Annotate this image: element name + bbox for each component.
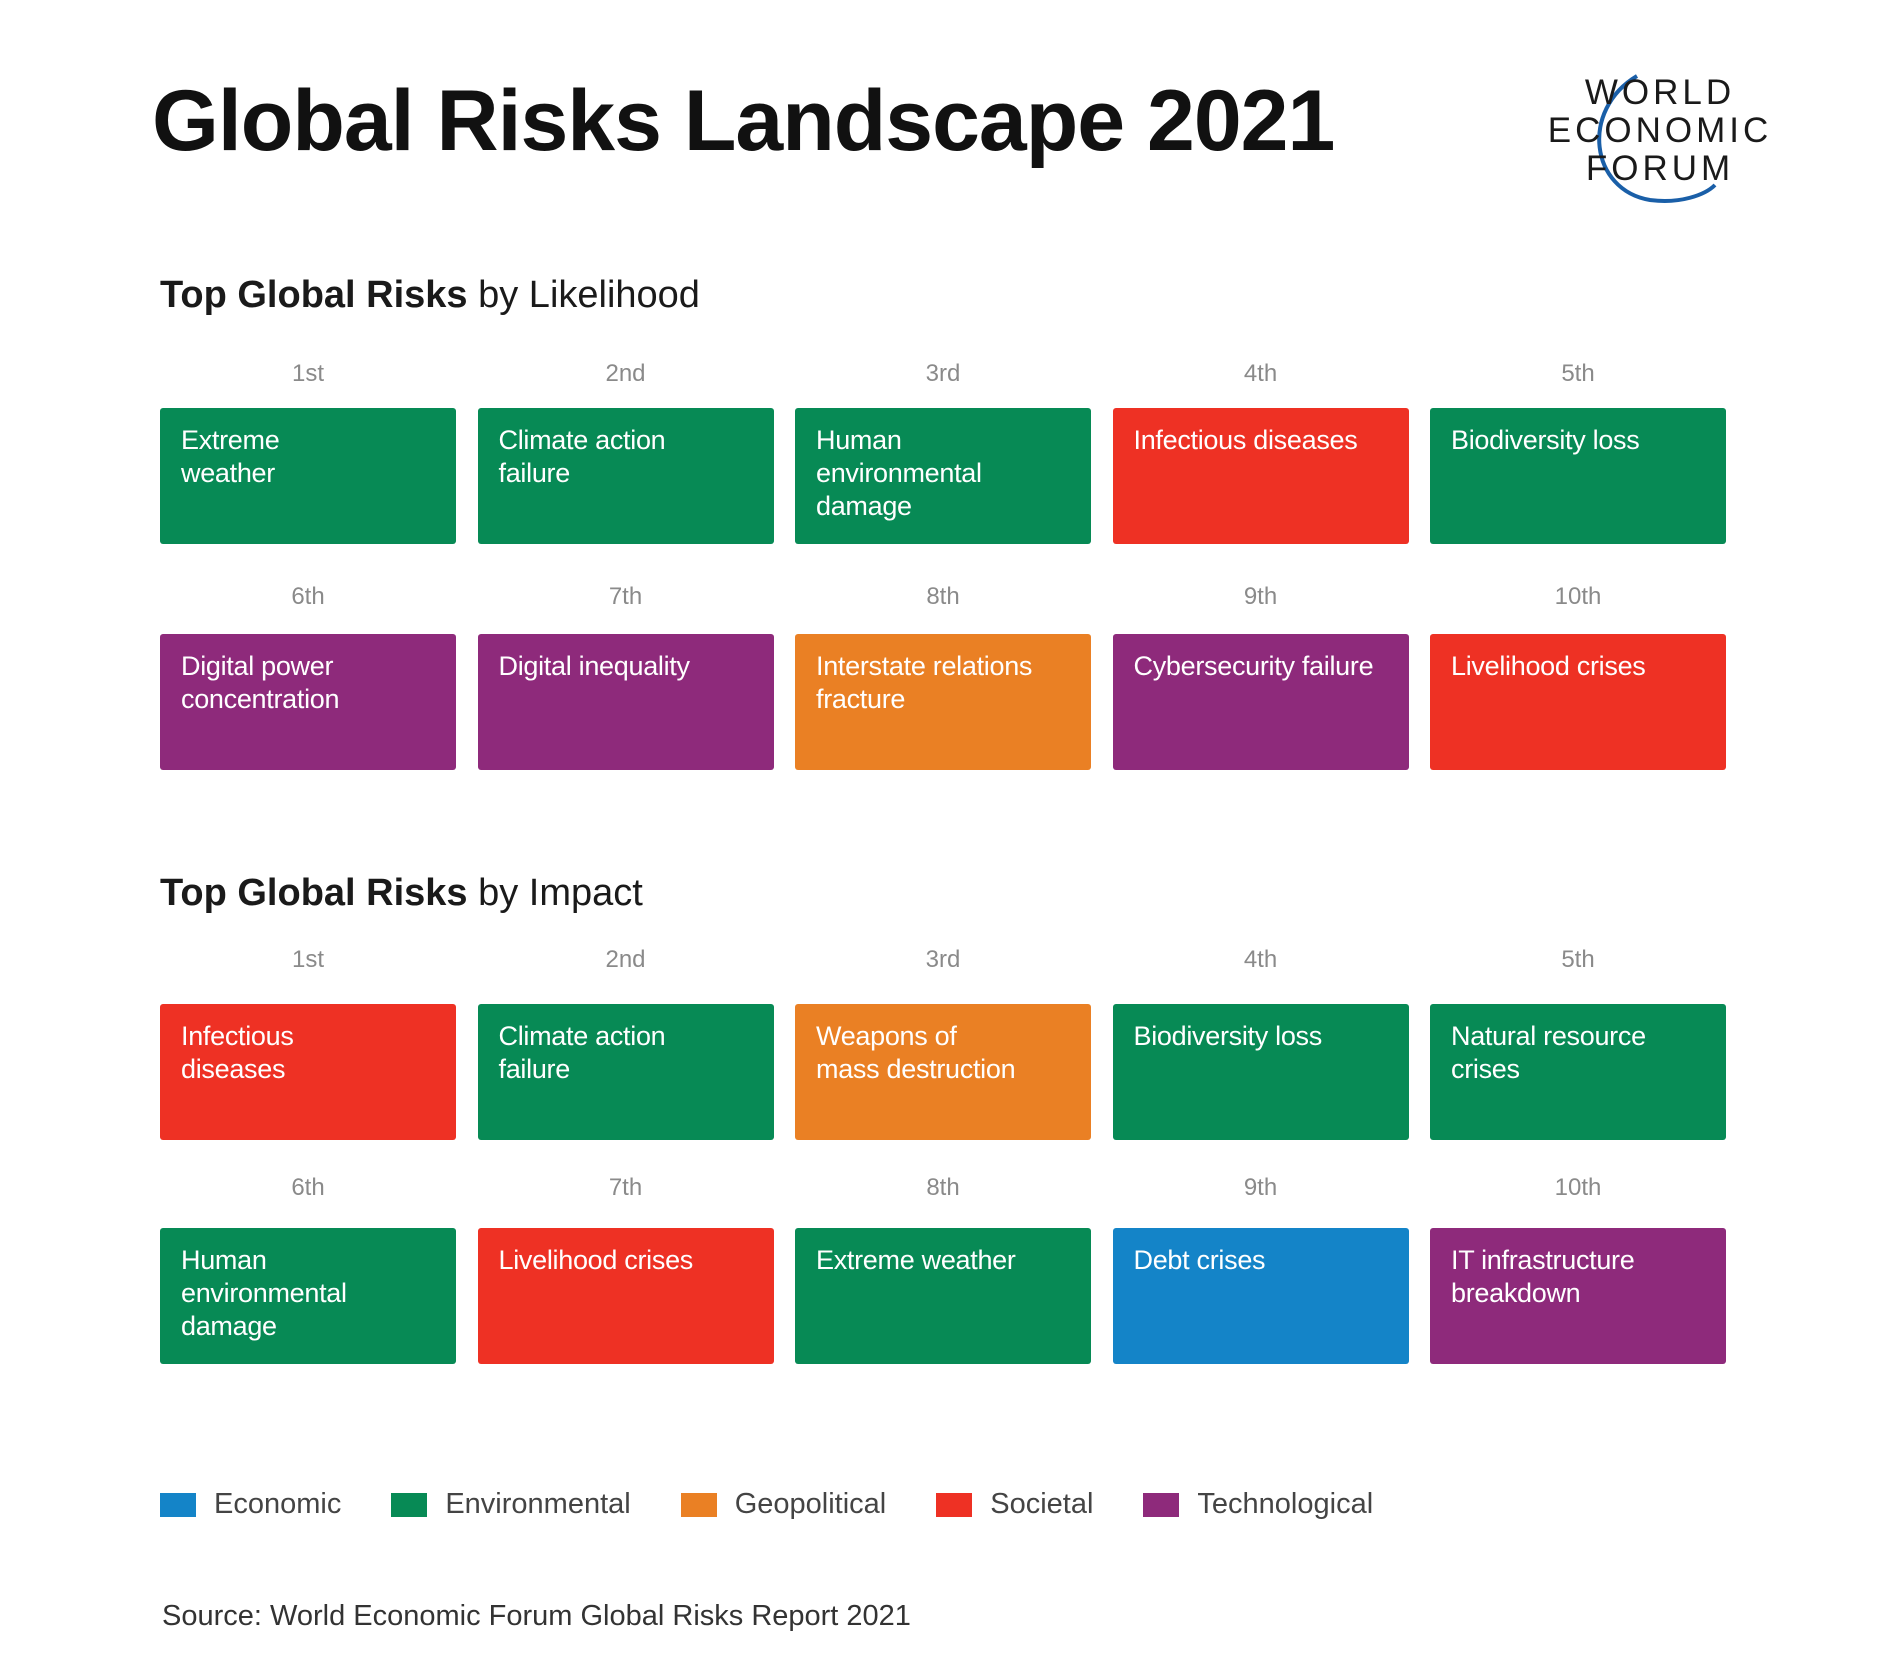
rank-label: 2nd <box>605 946 646 973</box>
legend-swatch <box>936 1492 973 1517</box>
legend-item: Societal <box>936 1488 1093 1521</box>
wef-logo: WORLD ECONOMIC FORUM <box>1540 70 1780 210</box>
risk-tile: Extreme weather <box>160 408 456 544</box>
rank-label: 4th <box>1243 360 1278 387</box>
risk-label: Digital power concentration <box>181 651 340 714</box>
legend-label: Technological <box>1197 1488 1374 1520</box>
risk-label: Human environmental damage <box>816 425 982 521</box>
risk-tile: Natural resource crises <box>1430 1004 1726 1140</box>
rank-label: 5th <box>1561 360 1595 387</box>
legend-swatch <box>1143 1492 1180 1517</box>
logo-line: FORUM <box>1585 149 1735 188</box>
legend-swatch <box>160 1492 196 1517</box>
rank-label: 1st <box>291 360 324 387</box>
risk-tile: Digital inequality <box>477 634 774 770</box>
risk-label: Livelihood crises <box>498 1245 694 1275</box>
risk-tile: Human environmental damage <box>795 408 1091 544</box>
likelihood-heading-rest: by Likelihood <box>467 274 700 316</box>
risk-tile: Debt crises <box>1112 1228 1409 1364</box>
risk-tile: Livelihood crises <box>1430 634 1726 770</box>
legend-item: Economic <box>160 1488 341 1521</box>
rank-label: 1st <box>291 946 324 973</box>
risk-tile: Cybersecurity failure <box>1112 634 1409 770</box>
risk-tile: Extreme weather <box>795 1228 1091 1364</box>
likelihood-heading-bold: Top Global Risks <box>160 274 468 316</box>
legend-label: Societal <box>990 1488 1094 1520</box>
impact-heading-bold: Top Global Risks <box>160 872 468 914</box>
risk-label: IT infrastructure breakdown <box>1451 1245 1635 1308</box>
risk-tile: Infectious diseases <box>160 1004 456 1140</box>
rank-label: 9th <box>1243 583 1278 610</box>
rank-label: 2nd <box>605 360 646 387</box>
rank-label: 10th <box>1554 583 1602 610</box>
legend-swatch <box>391 1492 428 1517</box>
logo-line: ECONOMIC <box>1547 111 1773 150</box>
page-title: Global Risks Landscape 2021 <box>152 73 1335 169</box>
risk-tile: Biodiversity loss <box>1430 408 1726 544</box>
risk-label: Debt crises <box>1133 1245 1266 1275</box>
risk-tile: Digital power concentration <box>160 634 456 770</box>
risk-tile: Infectious diseases <box>1112 408 1409 544</box>
legend-item: Technological <box>1143 1488 1373 1521</box>
risk-tile: Climate action failure <box>477 408 774 544</box>
source-note: Source: World Economic Forum Global Risk… <box>162 1600 911 1632</box>
rank-label: 8th <box>926 1174 960 1201</box>
rank-label: 3rd <box>925 360 961 387</box>
logo-arc-icon <box>1597 74 1717 203</box>
rank-label: 5th <box>1561 946 1595 973</box>
risk-label: Livelihood crises <box>1451 651 1646 681</box>
rank-label: 7th <box>608 1174 643 1201</box>
risk-label: Infectious diseases <box>181 1021 294 1084</box>
impact-heading-rest: by Impact <box>467 872 643 914</box>
rank-label: 6th <box>291 1174 325 1201</box>
rank-label: 7th <box>608 583 643 610</box>
legend-label: Geopolitical <box>734 1488 887 1520</box>
legend-label: Environmental <box>445 1488 631 1520</box>
risk-label: Infectious diseases <box>1133 425 1358 455</box>
legend-label: Economic <box>214 1488 342 1520</box>
risk-label: Cybersecurity failure <box>1133 651 1374 681</box>
rank-label: 10th <box>1554 1174 1602 1201</box>
risk-tile: IT infrastructure breakdown <box>1430 1228 1726 1364</box>
risk-label: Weapons of mass destruction <box>816 1021 1016 1084</box>
rank-label: 8th <box>926 583 960 610</box>
risk-label: Climate action failure <box>498 1021 666 1084</box>
risk-label: Climate action failure <box>498 425 666 488</box>
rank-label: 4th <box>1243 946 1278 973</box>
risk-label: Natural resource crises <box>1451 1021 1646 1084</box>
risk-label: Human environmental damage <box>181 1245 347 1341</box>
risk-label: Digital inequality <box>498 651 691 681</box>
rank-label: 9th <box>1243 1174 1278 1201</box>
risk-label: Biodiversity loss <box>1451 425 1640 455</box>
risk-tile: Climate action failure <box>477 1004 774 1140</box>
legend-swatch <box>680 1492 717 1517</box>
rank-label: 6th <box>291 583 325 610</box>
risk-tile: Human environmental damage <box>160 1228 456 1364</box>
impact-heading: Top Global Risks by Impact <box>160 872 643 915</box>
likelihood-heading: Top Global Risks by Likelihood <box>160 274 700 317</box>
legend-item: Environmental <box>391 1488 631 1521</box>
risk-tile: Interstate relations fracture <box>795 634 1091 770</box>
risk-label: Biodiversity loss <box>1133 1021 1323 1051</box>
risk-label: Interstate relations fracture <box>816 651 1033 714</box>
rank-label: 3rd <box>925 946 961 973</box>
risk-tile: Livelihood crises <box>477 1228 774 1364</box>
risk-tile: Weapons of mass destruction <box>795 1004 1091 1140</box>
legend: Economic Environmental Geopolitical Societa… <box>160 1488 1423 1521</box>
legend-item: Geopolitical <box>680 1488 887 1521</box>
risk-tile: Biodiversity loss <box>1112 1004 1409 1140</box>
risk-label: Extreme weather <box>181 425 280 488</box>
logo-line: WORLD <box>1584 73 1736 112</box>
risk-label: Extreme weather <box>816 1245 1016 1275</box>
